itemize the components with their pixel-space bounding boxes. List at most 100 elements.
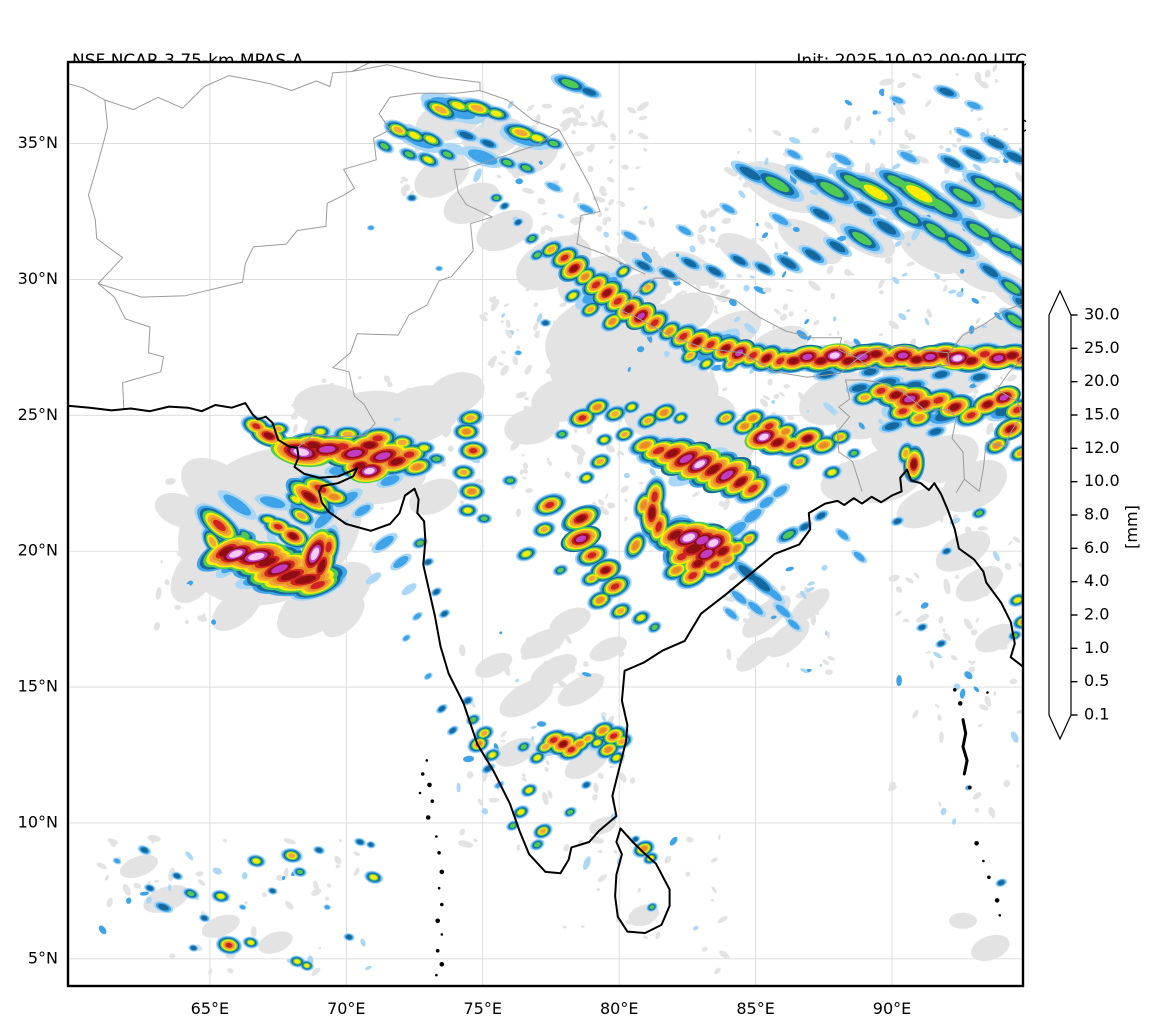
precip-cell-l2	[721, 204, 735, 214]
precip-gray-patch	[154, 492, 205, 528]
precip-speckle	[800, 668, 808, 674]
precip-speckle	[593, 782, 599, 793]
precip-speckle	[905, 577, 914, 584]
precip-speckle	[541, 103, 553, 109]
precip-cell-l9	[559, 741, 567, 747]
precip-speckle	[520, 653, 534, 660]
precip-cell-l3	[918, 624, 926, 630]
precip-speckle	[879, 289, 884, 295]
precip-speckle	[988, 806, 996, 817]
precip-speckle	[971, 629, 978, 636]
precip-cell-l3	[542, 320, 549, 326]
precip-speckle	[531, 148, 539, 161]
precip-speckle	[552, 320, 557, 324]
precip-cell-l8	[748, 352, 757, 359]
precip-cell-l4	[528, 235, 536, 242]
precip-speckle	[562, 925, 567, 929]
precip-gray-patch	[212, 585, 263, 632]
precip-speckle	[825, 669, 833, 676]
precip-speckle	[718, 834, 721, 841]
precip-cell-l9	[911, 459, 917, 469]
precip-cell-l9	[803, 435, 812, 442]
precip-speckle	[761, 232, 769, 239]
y-tick-label: 5°N	[28, 948, 58, 967]
precip-cell-l9	[280, 570, 301, 581]
precip-speckle	[722, 387, 728, 392]
precip-cell-l10	[720, 470, 734, 480]
plot-frame	[66, 60, 1025, 988]
precip-cell-l3	[632, 837, 639, 842]
precip-speckle	[721, 217, 732, 224]
precip-cell-l8	[706, 341, 715, 349]
precip-cell-l10	[897, 352, 908, 359]
precip-speckle	[186, 496, 191, 502]
precip-speckle	[624, 516, 628, 522]
precip-cell-l6	[611, 411, 619, 417]
precip-speckle	[637, 132, 649, 140]
precip-speckle	[878, 333, 884, 337]
precip-cell-l6	[860, 394, 870, 401]
precip-speckle	[597, 849, 603, 853]
precip-speckle	[655, 931, 661, 940]
precip-cell-l11	[229, 550, 243, 558]
precip-cell-l9	[1006, 425, 1015, 433]
precip-speckle	[314, 406, 320, 414]
precip-speckle	[773, 308, 781, 315]
precip-cell-l6	[616, 608, 625, 614]
precip-speckle	[764, 221, 774, 230]
precip-cell-l9	[816, 357, 827, 364]
precip-cell-l9	[601, 567, 610, 574]
precip-speckle	[604, 207, 609, 212]
precip-speckle	[546, 457, 550, 461]
coastlines	[67, 402, 1024, 934]
precip-speckle	[971, 297, 980, 304]
island-dot	[425, 815, 431, 820]
precip-speckle	[698, 224, 707, 233]
colorbar-tick-label: 0.1	[1084, 705, 1109, 724]
precip-speckle	[613, 362, 618, 367]
precip-speckle	[360, 938, 366, 947]
precip-cell-l3	[464, 697, 471, 704]
border-line	[104, 61, 372, 111]
island-dot	[430, 799, 435, 803]
precip-cell-l2	[239, 905, 246, 910]
precip-speckle	[244, 901, 248, 905]
precip-cell-l9	[788, 357, 799, 364]
precip-cell-l9	[762, 354, 771, 362]
precip-cell-l2	[413, 613, 422, 620]
precip-speckle	[592, 794, 598, 801]
precip-gray-patch	[955, 566, 1003, 602]
precip-speckle	[582, 856, 591, 870]
border-line	[621, 277, 859, 378]
precip-speckle	[155, 587, 162, 600]
precip-cell-l9	[354, 462, 366, 469]
island-dot	[440, 902, 444, 907]
precip-cell-l9	[735, 477, 746, 487]
precip-speckle	[525, 286, 530, 292]
precip-speckle	[955, 72, 959, 76]
precip-gray-patch	[475, 652, 513, 678]
precip-cell-l4	[974, 177, 995, 191]
precip-speckle	[736, 150, 740, 155]
precip-speckle	[934, 272, 940, 280]
precip-speckle	[867, 229, 876, 234]
precip-speckle	[819, 663, 823, 667]
precip-speckle	[748, 127, 752, 133]
precip-cell-l3	[937, 641, 945, 646]
precip-speckle	[708, 281, 720, 289]
precip-speckle	[785, 566, 794, 572]
precip-cell-l3	[987, 138, 1005, 149]
precip-speckle	[282, 876, 286, 881]
precip-speckle	[419, 393, 424, 397]
precip-cell-l10	[700, 549, 713, 559]
precip-speckle	[836, 331, 840, 336]
precip-speckle	[664, 855, 672, 864]
precip-cell-l6	[397, 439, 407, 446]
precip-speckle	[878, 418, 884, 425]
precip-layer	[96, 64, 1023, 976]
precip-speckle	[681, 380, 686, 385]
island-dot	[440, 933, 444, 936]
precip-speckle	[318, 946, 322, 950]
precip-cell-l4	[506, 478, 514, 483]
precip-speckle	[537, 197, 546, 205]
